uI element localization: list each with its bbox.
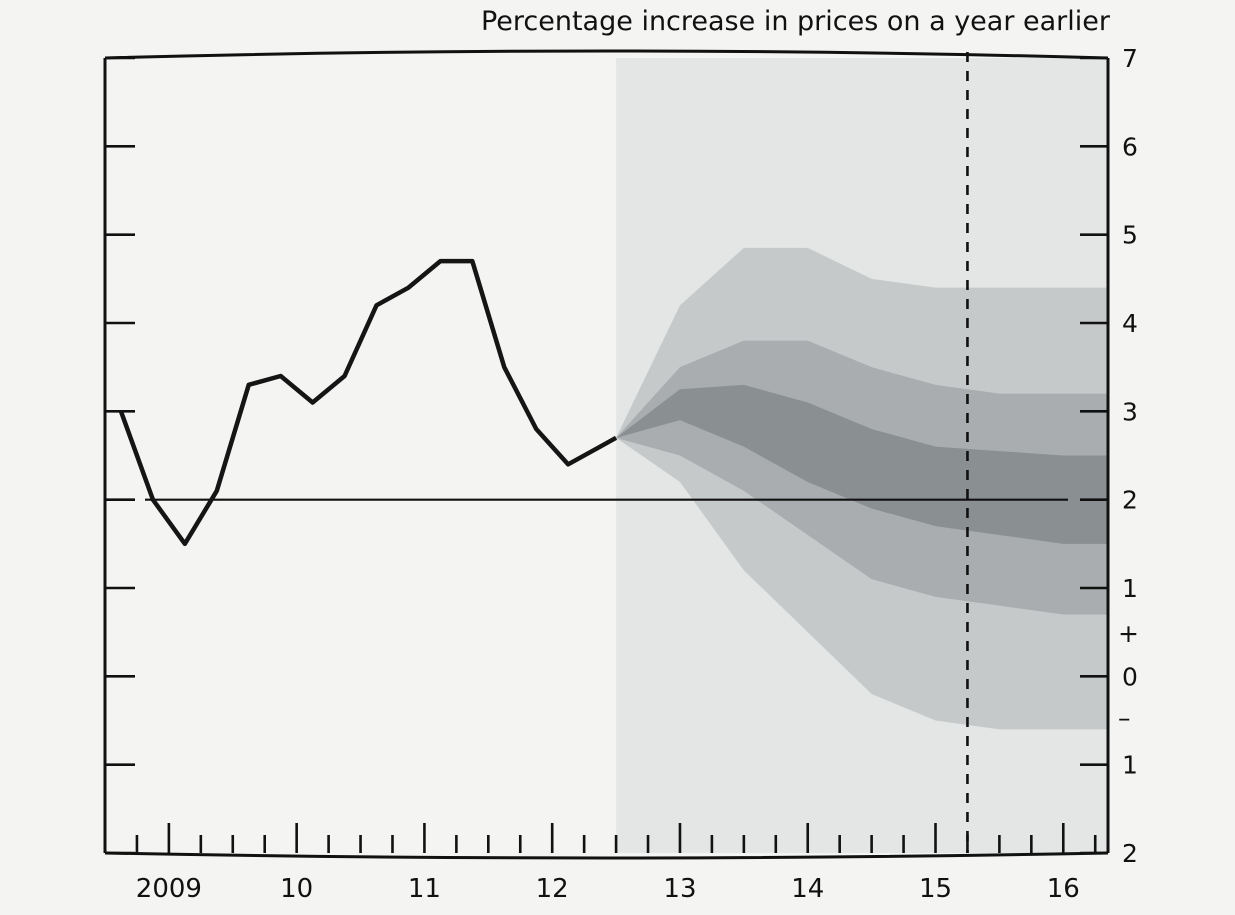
zero-plus-marker: + (1118, 619, 1139, 648)
frame-top (104, 49, 1109, 60)
y-tick-label: 1 (1122, 574, 1138, 603)
y-tick-label: 6 (1122, 132, 1138, 161)
x-tick-label: 2009 (136, 874, 202, 904)
x-tick-label: 10 (280, 874, 313, 904)
y-tick-label: 7 (1122, 44, 1138, 73)
y-tick-label: 2 (1122, 486, 1138, 515)
axis-ticks (103, 56, 1108, 855)
y-tick-label: 1 (1122, 751, 1138, 780)
y-axis-labels: 7 6 5 4 3 2 1 0 1 2 (1122, 44, 1138, 868)
y-tick-label: 4 (1122, 309, 1138, 338)
x-tick-label: 14 (791, 874, 824, 904)
chart-title: Percentage increase in prices on a year … (481, 6, 1111, 37)
x-tick-label: 12 (536, 874, 569, 904)
frame-bottom (104, 851, 1109, 860)
y-tick-label: 5 (1122, 221, 1138, 250)
y-tick-label: 3 (1122, 397, 1138, 426)
x-tick-label: 13 (663, 874, 696, 904)
x-tick-label: 11 (408, 874, 441, 904)
zero-minus-marker: – (1118, 704, 1131, 733)
series-line-historical (118, 258, 618, 547)
plot-frame (103, 49, 1110, 860)
fan-band-1 (616, 384, 1108, 544)
fan-bands (616, 247, 1108, 730)
x-axis-labels: 2009 10 11 12 13 14 15 16 (136, 874, 1080, 904)
x-tick-label: 16 (1047, 874, 1080, 904)
x-tick-label: 15 (919, 874, 952, 904)
y-tick-label: 2 (1122, 839, 1138, 868)
y-tick-label: 0 (1122, 662, 1138, 691)
